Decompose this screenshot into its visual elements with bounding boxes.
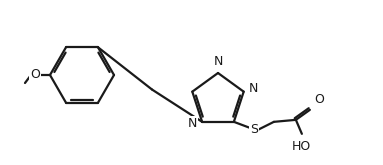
Text: HO: HO [292, 140, 311, 153]
Text: N: N [249, 82, 258, 95]
Text: N: N [213, 55, 223, 68]
Text: O: O [30, 68, 40, 82]
Text: O: O [314, 93, 324, 106]
Text: N: N [188, 117, 197, 130]
Text: S: S [250, 123, 258, 136]
